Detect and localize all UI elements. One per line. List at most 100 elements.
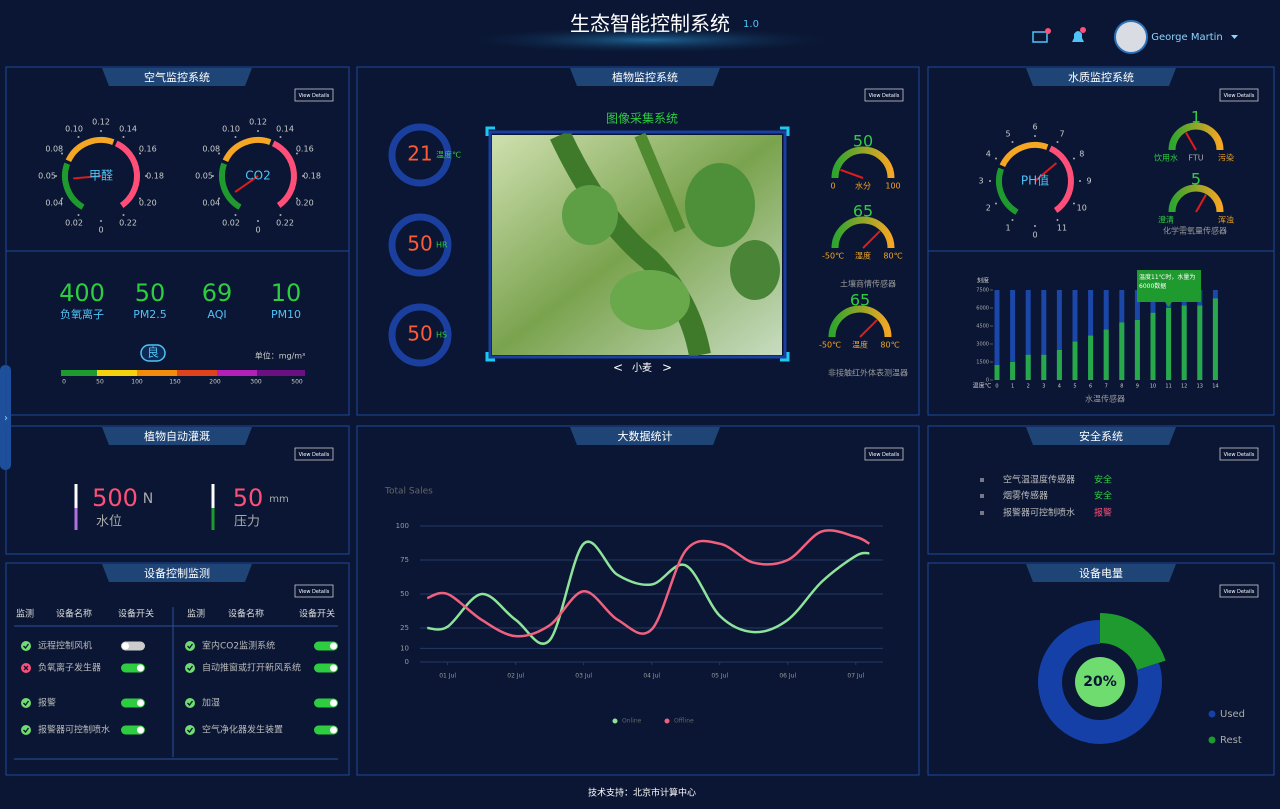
- details-button[interactable]: [294, 447, 334, 461]
- gauge-dot: [122, 136, 125, 139]
- gauge-min: 0: [830, 182, 835, 191]
- x-tick-label: 4: [1058, 384, 1061, 390]
- legend-swatch: [1208, 710, 1216, 718]
- details-button-label[interactable]: View Details: [299, 93, 330, 99]
- next-button[interactable]: >: [662, 361, 672, 375]
- stat-label: PM10: [271, 308, 301, 321]
- gauge-dot: [218, 152, 221, 155]
- gauge-dot: [989, 180, 991, 182]
- tooltip-pointer: [1165, 302, 1172, 307]
- gauge-dot: [302, 175, 304, 177]
- toggle-knob: [330, 642, 337, 650]
- status-icon: [21, 725, 31, 735]
- details-button-label[interactable]: View Details: [869, 93, 900, 99]
- gauge-needle: [840, 168, 864, 179]
- irrigation-unit: mm: [269, 494, 288, 505]
- gauge-label: 湿度: [855, 251, 871, 261]
- x-tick-label: 2: [1027, 384, 1030, 390]
- details-button[interactable]: [1219, 584, 1259, 598]
- details-button[interactable]: [294, 584, 334, 598]
- caret[interactable]: [1231, 35, 1238, 39]
- irrigation-label: 水位: [96, 515, 122, 530]
- bar-track: [1072, 290, 1078, 380]
- details-button-label[interactable]: View Details: [1224, 452, 1255, 458]
- gauge-dot: [257, 220, 259, 222]
- gauge-tick-label: 8: [1079, 150, 1084, 159]
- panel-tab: [1026, 68, 1176, 86]
- panel-title: 植物自动灌溉: [144, 429, 210, 443]
- column-header: 监测: [16, 608, 34, 620]
- status-glyph: [23, 700, 30, 706]
- ring: [388, 123, 452, 187]
- column-header: 设备开关: [299, 608, 335, 620]
- stat-label: AQI: [207, 308, 226, 321]
- status-icon: [185, 663, 195, 673]
- level-badge-label: 良: [147, 345, 159, 360]
- gauge-value: 5: [1191, 170, 1201, 189]
- panel: [5, 562, 350, 776]
- frame-corner: [485, 352, 495, 362]
- y-tick-label: 25: [400, 624, 409, 632]
- gauge-arc: [219, 162, 242, 210]
- details-button-label[interactable]: View Details: [1224, 93, 1255, 99]
- sensor-name: 烟雾传感器: [1003, 490, 1048, 502]
- status-icon: [21, 641, 31, 651]
- avatar[interactable]: [1114, 20, 1148, 54]
- column-header: 监测: [187, 608, 205, 620]
- bar: [994, 365, 1000, 380]
- gauge-dot: [100, 220, 102, 222]
- details-button-label[interactable]: View Details: [299, 452, 330, 458]
- details-button[interactable]: [864, 88, 904, 102]
- status-icon: [185, 698, 195, 708]
- panel-tab: [570, 68, 720, 86]
- gauge-arc: [222, 137, 272, 163]
- semi-gauge-arc: [828, 305, 892, 338]
- details-button-label[interactable]: View Details: [869, 452, 900, 458]
- x-tick-label: 13: [1197, 384, 1203, 390]
- details-button-label[interactable]: View Details: [1224, 589, 1255, 595]
- details-button[interactable]: [864, 447, 904, 461]
- device-name: 报警器可控制喷水: [38, 724, 110, 736]
- toggle-knob: [330, 699, 337, 707]
- scale-segment: [61, 370, 97, 376]
- gauge-needle: [1185, 132, 1197, 151]
- pie-slice: [1038, 620, 1162, 744]
- y-tick-label: 4500: [976, 324, 989, 330]
- bar: [1181, 305, 1187, 380]
- user-name[interactable]: George Martin: [1151, 32, 1223, 43]
- gauge-dot: [995, 157, 998, 160]
- prev-button[interactable]: <: [613, 361, 623, 375]
- bell-icon[interactable]: [1072, 31, 1084, 42]
- y-tick-label: 100: [396, 522, 409, 530]
- side-tab[interactable]: [0, 365, 11, 470]
- x-tick-label: 03 Jul: [575, 673, 592, 680]
- gauge-dot: [295, 152, 298, 155]
- tooltip-text: 温度11℃时，水量为6000数据: [1139, 274, 1196, 290]
- panel-title: 空气监控系统: [144, 70, 210, 84]
- details-button[interactable]: [294, 88, 334, 102]
- toggle-knob: [330, 664, 337, 672]
- frame: [488, 130, 787, 359]
- frame-corner: [780, 352, 790, 362]
- gauge-tick-label: 0.12: [249, 118, 267, 127]
- gauge-label: CO2: [245, 169, 270, 183]
- bar: [1025, 354, 1031, 380]
- details-button[interactable]: [1219, 447, 1259, 461]
- x-tick-label: 04 Jul: [643, 673, 660, 680]
- gauge-dot: [77, 136, 80, 139]
- gauge-dot: [234, 136, 237, 139]
- details-button[interactable]: [1219, 88, 1259, 102]
- gauge-label: PH值: [1021, 173, 1049, 188]
- bar: [1197, 305, 1203, 380]
- bell-badge: [1080, 27, 1086, 33]
- gauge-dot: [1034, 135, 1036, 137]
- ring-unit: HS: [436, 331, 447, 340]
- details-button-label[interactable]: View Details: [299, 589, 330, 595]
- gauge-dot: [295, 197, 298, 200]
- mail-icon[interactable]: [1032, 31, 1048, 43]
- gauge-max: 80℃: [880, 341, 899, 350]
- x-axis-label: 温度℃: [973, 382, 992, 390]
- device-name: 报警: [38, 697, 56, 709]
- x-tick-label: 11: [1165, 384, 1171, 390]
- gauge-needle: [859, 319, 878, 338]
